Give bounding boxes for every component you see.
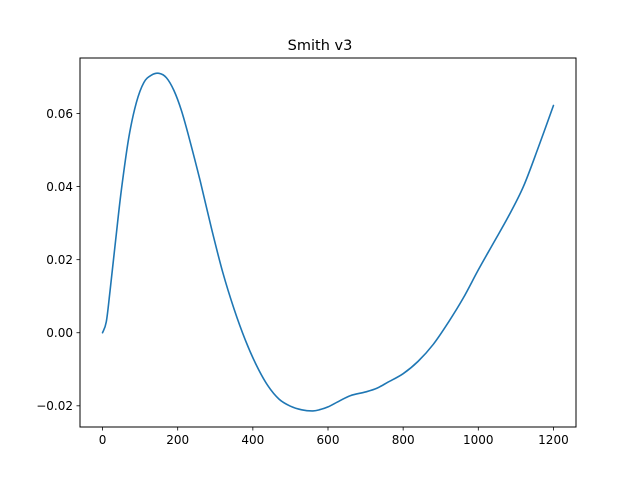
- chart-title: Smith v3: [288, 38, 353, 54]
- y-tick-label: −0.02: [36, 399, 73, 413]
- y-tick-label: 0.00: [46, 326, 73, 340]
- x-tick-label: 1200: [538, 433, 569, 447]
- x-tick-label: 0: [99, 433, 107, 447]
- x-tick-label: 400: [241, 433, 264, 447]
- y-tick-label: 0.06: [46, 107, 73, 121]
- x-tick-label: 600: [317, 433, 340, 447]
- axes-frame: [79, 57, 577, 428]
- x-tick-label: 1000: [463, 433, 494, 447]
- series-line: [101, 72, 555, 412]
- x-tick-label: 800: [392, 433, 415, 447]
- y-tick-label: 0.02: [46, 253, 73, 267]
- x-tick-label: 200: [166, 433, 189, 447]
- x-axis: 0 200 400 600 800 1000 1200: [99, 427, 569, 447]
- y-tick-label: 0.04: [46, 180, 73, 194]
- y-axis: −0.02 0.00 0.02 0.04 0.06: [36, 107, 80, 413]
- plot-area: [101, 72, 555, 412]
